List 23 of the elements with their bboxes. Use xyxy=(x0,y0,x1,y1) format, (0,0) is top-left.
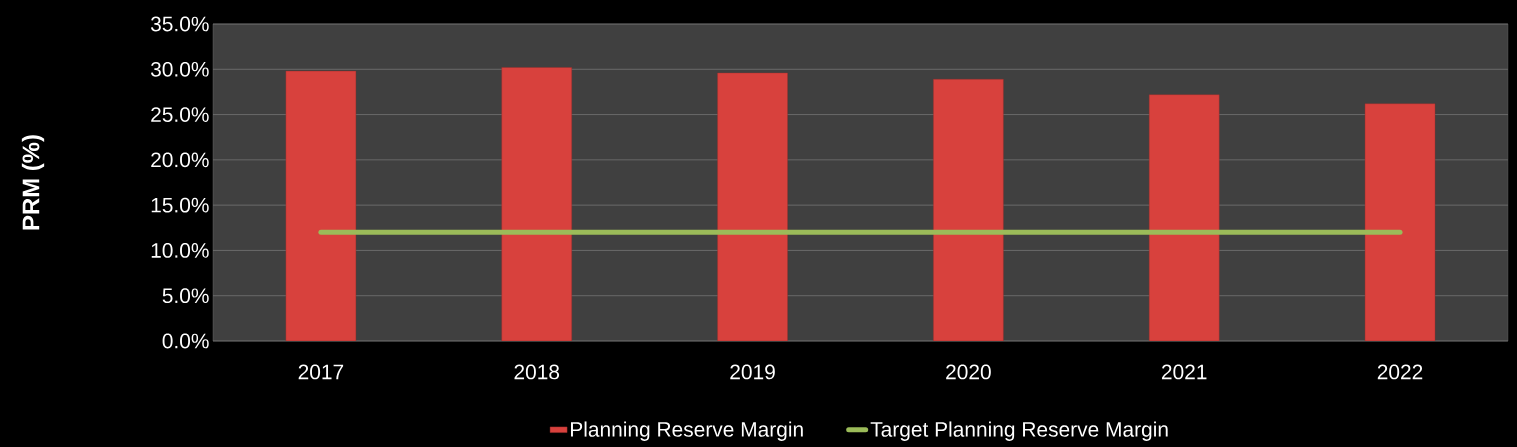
y-tick-label: 15.0% xyxy=(151,197,209,213)
x-tick-label: 2021 xyxy=(1161,364,1207,380)
x-tick-label: 2019 xyxy=(730,364,775,380)
bar xyxy=(1149,94,1220,341)
y-tick-label: 5.0% xyxy=(162,288,209,304)
x-tick-label: 2020 xyxy=(946,364,991,380)
bar xyxy=(501,67,572,341)
x-tick-label: 2022 xyxy=(1377,364,1423,380)
x-tick-label: 2017 xyxy=(298,364,344,380)
x-tick-label: 2018 xyxy=(514,364,560,380)
y-tick-label: 35.0% xyxy=(150,16,209,32)
bar xyxy=(717,72,788,341)
legend-label: Planning Reserve Margin xyxy=(571,421,803,441)
y-tick-label: 25.0% xyxy=(151,107,209,122)
bar xyxy=(1364,103,1436,341)
bar xyxy=(933,79,1004,341)
legend-label: Target Planning Reserve Margin xyxy=(870,421,1168,441)
bar xyxy=(285,70,357,341)
y-tick-label: 30.0% xyxy=(150,61,209,77)
y-axis-title: PRM (%) xyxy=(21,135,45,230)
y-tick-label: 10.0% xyxy=(151,243,209,258)
y-tick-label: 0.0% xyxy=(162,333,209,349)
y-tick-label: 20.0% xyxy=(151,152,209,168)
